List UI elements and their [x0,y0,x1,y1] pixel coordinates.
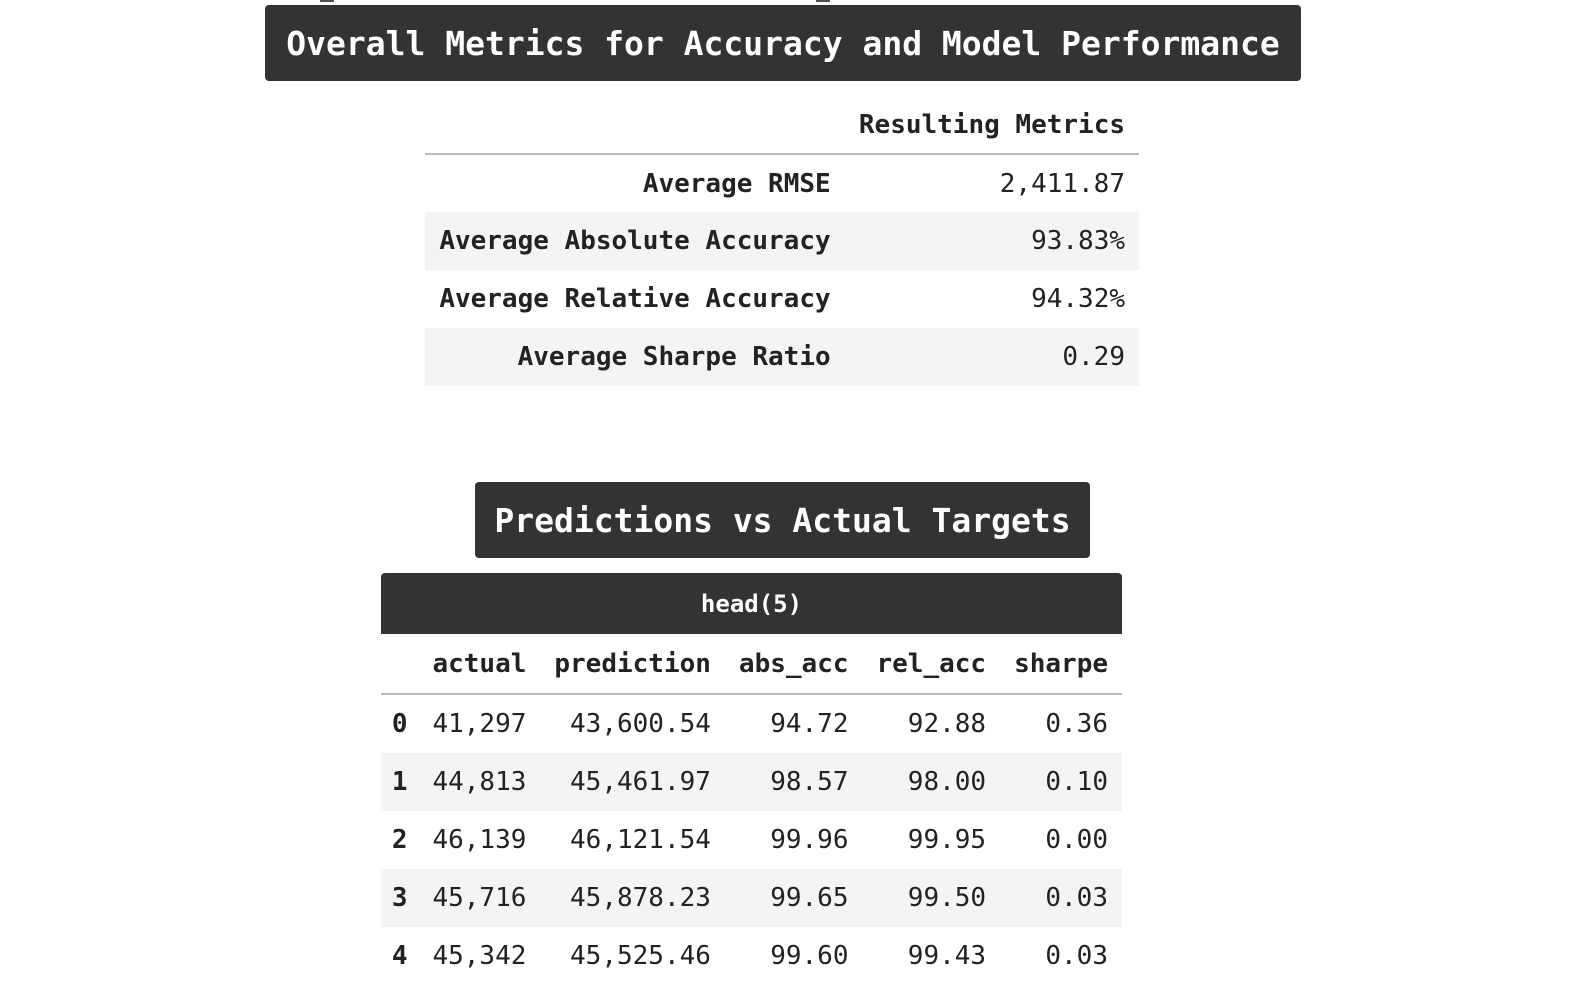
metrics-title-banner: Overall Metrics for Accuracy and Model P… [265,5,1301,81]
column-header-rel-acc: rel_acc [862,634,1001,695]
table-row: 4 45,342 45,525.46 99.60 99.43 0.03 [381,927,1122,985]
index-header [381,634,419,695]
clipped-previous-output [320,0,830,2]
row-index: 2 [391,825,408,855]
predictions-table: head(5) actual prediction abs_acc rel_ac… [381,573,1122,985]
cell-prediction: 45,878.23 [570,883,711,913]
cell-prediction: 43,600.54 [570,709,711,739]
cell-actual: 44,813 [432,767,527,797]
metrics-row: Average Sharpe Ratio 0.29 [425,328,1139,386]
column-header-prediction: prediction [540,634,725,695]
cell-actual: 45,342 [432,941,527,971]
row-index: 4 [391,941,408,971]
metrics-row: Average Relative Accuracy 94.32% [425,270,1139,328]
cell-prediction: 46,121.54 [570,825,711,855]
table-caption: head(5) [381,573,1122,634]
table-row: 2 46,139 46,121.54 99.96 99.95 0.00 [381,811,1122,869]
metric-label: Average Sharpe Ratio [517,342,831,372]
cell-abs-acc: 98.57 [770,767,849,797]
metrics-row: Average Absolute Accuracy 93.83% [425,212,1139,270]
table-row: 3 45,716 45,878.23 99.65 99.50 0.03 [381,869,1122,927]
table-row: 1 44,813 45,461.97 98.57 98.00 0.10 [381,753,1122,811]
cell-rel-acc: 99.43 [907,941,987,971]
cell-abs-acc: 99.60 [770,941,849,971]
column-header-abs-acc: abs_acc [724,634,863,695]
cell-sharpe: 0.03 [1045,941,1108,971]
metric-label: Average Relative Accuracy [439,284,831,314]
cell-prediction: 45,461.97 [570,767,711,797]
metric-label: Average Absolute Accuracy [439,226,831,256]
row-index: 0 [391,709,408,739]
metrics-index-header [425,96,845,155]
metric-value: 93.83% [1031,226,1125,256]
predictions-header-row: actual prediction abs_acc rel_acc sharpe [381,634,1122,695]
cell-sharpe: 0.36 [1045,709,1108,739]
cell-actual: 45,716 [432,883,527,913]
cell-abs-acc: 99.96 [770,825,849,855]
predictions-title-banner: Predictions vs Actual Targets [475,482,1090,558]
column-header-sharpe: sharpe [1000,634,1122,695]
table-row: 0 41,297 43,600.54 94.72 92.88 0.36 [381,694,1122,753]
cell-sharpe: 0.00 [1045,825,1108,855]
metrics-row: Average RMSE 2,411.87 [425,154,1139,212]
predictions-caption-row: head(5) [381,573,1122,634]
metrics-column-header: Resulting Metrics [844,96,1139,155]
cell-abs-acc: 99.65 [770,883,849,913]
cell-rel-acc: 98.00 [907,767,987,797]
metric-value: 94.32% [1031,284,1125,314]
cell-actual: 41,297 [432,709,527,739]
cell-rel-acc: 92.88 [907,709,987,739]
cell-actual: 46,139 [432,825,527,855]
cell-prediction: 45,525.46 [570,941,711,971]
cell-sharpe: 0.10 [1045,767,1108,797]
metrics-header-row: Resulting Metrics [425,96,1139,155]
metric-value: 0.29 [1062,342,1125,372]
metric-label: Average RMSE [642,168,831,199]
metrics-table: Resulting Metrics Average RMSE 2,411.87 … [425,96,1139,386]
cell-abs-acc: 94.72 [770,709,849,739]
cell-rel-acc: 99.50 [907,883,987,913]
column-header-actual: actual [418,634,541,695]
row-index: 1 [391,767,408,797]
metric-value: 2,411.87 [999,168,1125,199]
cell-sharpe: 0.03 [1045,883,1108,913]
row-index: 3 [391,883,408,913]
cell-rel-acc: 99.95 [907,825,987,855]
